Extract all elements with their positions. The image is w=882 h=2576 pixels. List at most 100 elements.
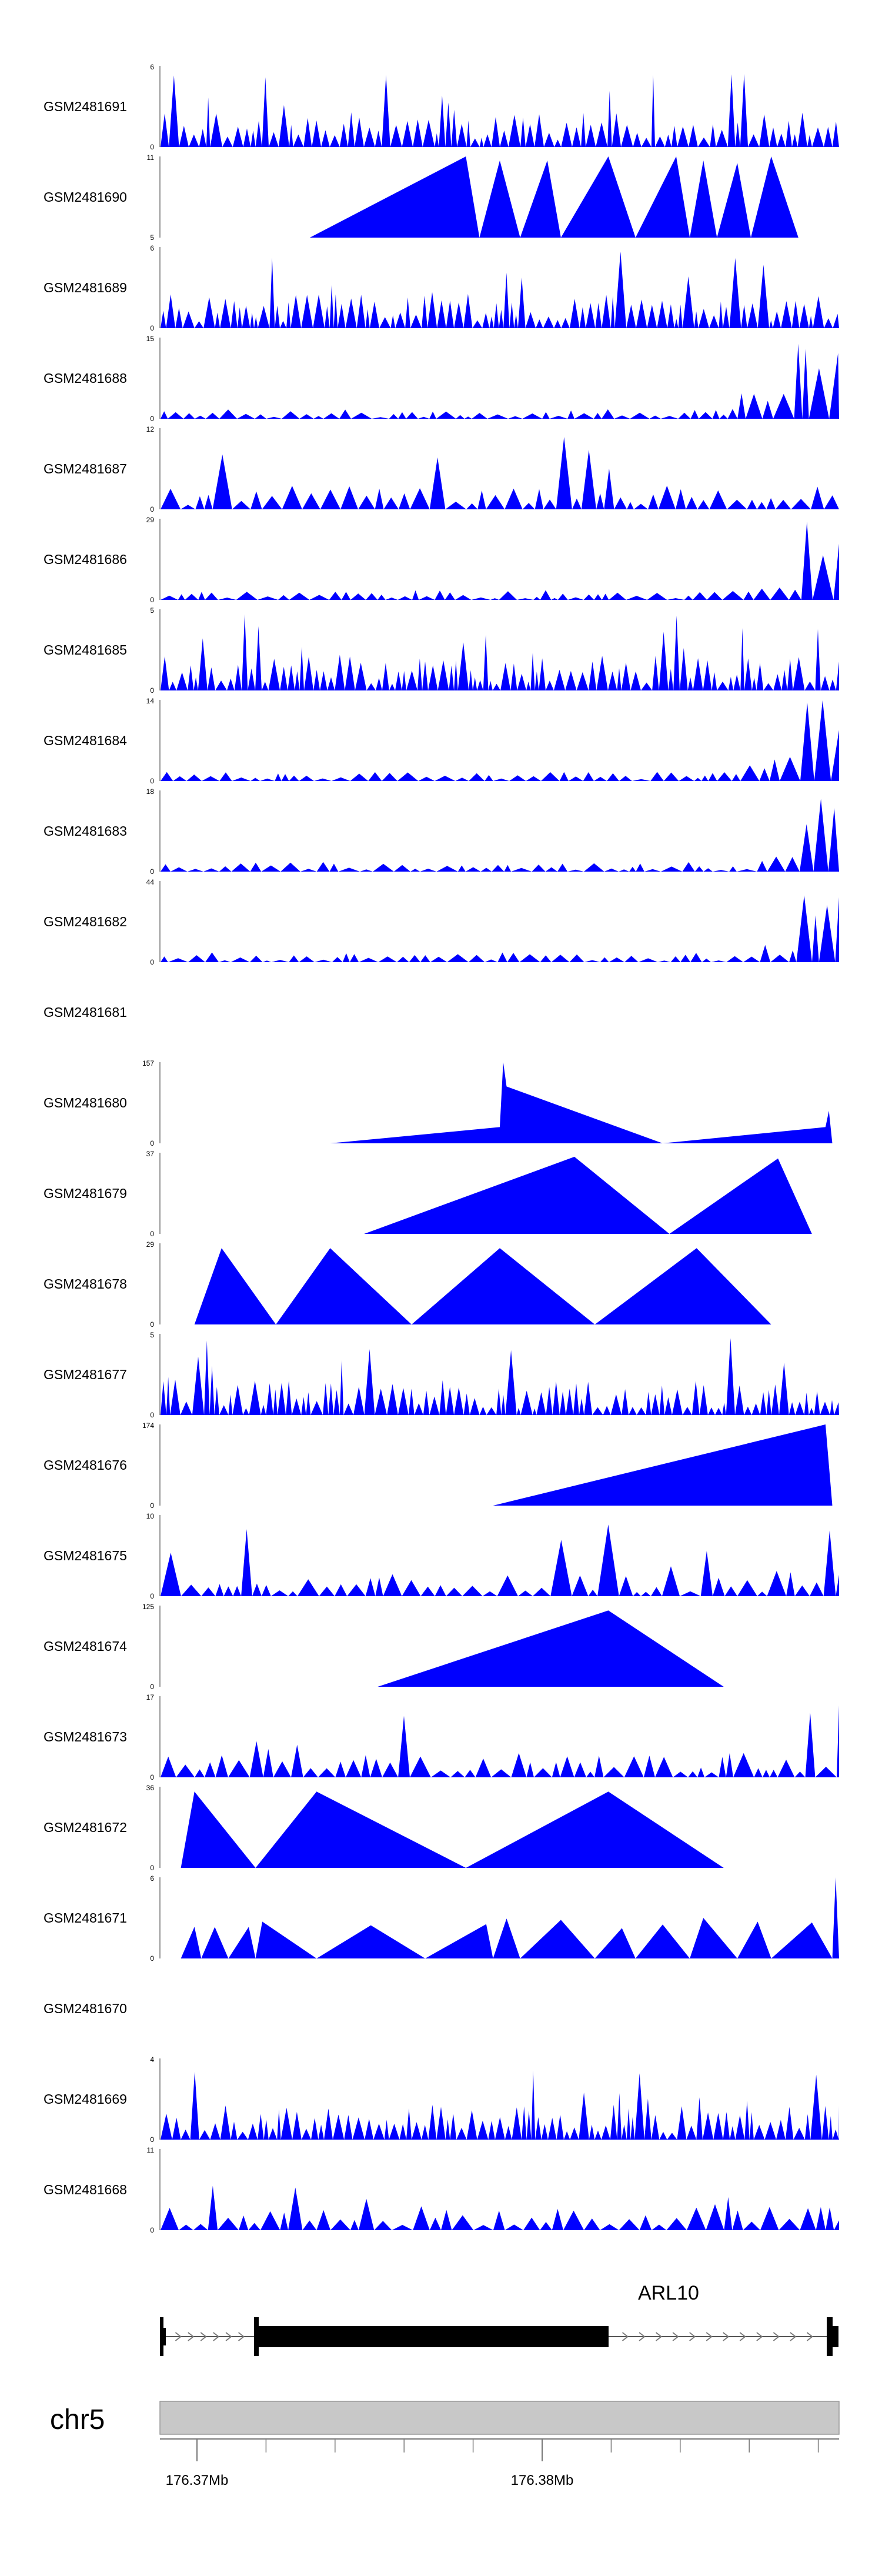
track-label: GSM2481678 [44, 1276, 127, 1292]
track-GSM2481674: GSM2481674 125 0 [44, 1603, 724, 1691]
track-ymin-label: 0 [150, 415, 154, 423]
track-ymax-label: 18 [146, 788, 155, 796]
track-GSM2481684: GSM2481684 14 0 [44, 697, 839, 785]
track-ymax-label: 10 [146, 1512, 155, 1520]
track-GSM2481668: GSM2481668 11 0 [44, 2146, 839, 2234]
track-label: GSM2481681 [44, 1005, 127, 1020]
strand-arrow [806, 2332, 813, 2341]
track-ymin-label: 0 [150, 1230, 154, 1238]
track-ymin-label: 0 [150, 2135, 154, 2144]
track-ymin-label: 0 [150, 958, 154, 966]
track-ymax-label: 125 [142, 1603, 154, 1611]
track-GSM2481689: GSM2481689 6 0 [44, 244, 839, 332]
track-ymin-label: 0 [150, 1683, 154, 1691]
genomic-axis: 176.37Mb 176.38Mb [160, 2438, 839, 2488]
coverage-area [377, 1610, 724, 1687]
track-ymax-label: 6 [150, 63, 154, 71]
track-ymin-label: 0 [150, 686, 154, 695]
coverage-area [161, 895, 839, 962]
exon-4 [827, 2317, 833, 2356]
track-ymax-label: 29 [146, 516, 155, 524]
strand-arrow [639, 2332, 646, 2341]
chromosome-ideogram: chr5 [50, 2401, 840, 2435]
strand-arrow [790, 2332, 797, 2341]
coverage-area [330, 1062, 833, 1143]
track-ymin-label: 0 [150, 1864, 154, 1872]
track-GSM2481678: GSM2481678 29 0 [44, 1240, 771, 1329]
track-ymax-label: 11 [147, 154, 155, 162]
track-ymin-label: 0 [150, 1139, 154, 1147]
coverage-area [161, 1338, 839, 1415]
coverage-area [181, 1791, 724, 1868]
track-label: GSM2481691 [44, 99, 127, 114]
strand-arrow [622, 2332, 629, 2341]
coverage-area [161, 614, 839, 690]
track-label: GSM2481686 [44, 552, 127, 567]
strand-arrow [706, 2332, 713, 2341]
track-ymin-label: 0 [150, 2226, 154, 2234]
track-label: GSM2481668 [44, 2182, 127, 2197]
track-ymax-label: 14 [146, 697, 155, 705]
track-ymin-label: 0 [150, 505, 154, 513]
track-ymax-label: 15 [146, 335, 155, 343]
track-ymin-label: 0 [150, 1773, 154, 1781]
coverage-area [161, 437, 839, 509]
track-label: GSM2481673 [44, 1729, 127, 1744]
coverage-area [161, 2070, 839, 2140]
gene-name: ARL10 [638, 2282, 699, 2304]
coverage-area [161, 521, 839, 600]
gene-track: ARL10 [160, 2282, 838, 2356]
track-ymax-label: 11 [147, 2146, 155, 2154]
coverage-area [161, 799, 839, 872]
track-GSM2481683: GSM2481683 18 0 [44, 788, 839, 876]
track-label: GSM2481675 [44, 1548, 127, 1563]
strand-arrow [756, 2332, 763, 2341]
coverage-area [161, 1524, 839, 1596]
track-ymax-label: 12 [146, 425, 155, 433]
track-ymax-label: 5 [150, 1331, 154, 1339]
exon-1 [160, 2317, 163, 2356]
strand-arrow [225, 2332, 232, 2341]
coverage-area [161, 251, 839, 328]
exon-cds [259, 2326, 609, 2347]
track-ymin-label: 0 [150, 1411, 154, 1419]
track-ymin-label: 0 [150, 777, 154, 785]
track-ymin-label: 0 [150, 1320, 154, 1329]
track-ymax-label: 29 [146, 1240, 155, 1249]
track-ymin-label: 0 [150, 1501, 154, 1510]
coverage-area [309, 156, 799, 238]
track-GSM2481681: GSM2481681 [44, 1005, 127, 1020]
strand-arrow [672, 2332, 679, 2341]
track-label: GSM2481679 [44, 1186, 127, 1201]
track-GSM2481670: GSM2481670 [44, 2001, 127, 2016]
strand-arrow [213, 2332, 220, 2341]
track-label: GSM2481688 [44, 371, 127, 386]
track-label: GSM2481683 [44, 823, 127, 839]
chromosome-band [159, 2401, 840, 2435]
axis-label-1: 176.37Mb [166, 2472, 229, 2488]
track-label: GSM2481684 [44, 733, 127, 748]
strand-arrow [773, 2332, 780, 2341]
strand-arrow [656, 2332, 663, 2341]
strand-arrow [689, 2332, 696, 2341]
axis-ticks [196, 2439, 819, 2452]
track-GSM2481672: GSM2481672 36 0 [44, 1784, 724, 1872]
track-label: GSM2481690 [44, 189, 127, 205]
coverage-area [161, 74, 839, 147]
track-GSM2481682: GSM2481682 44 0 [44, 878, 839, 966]
track-label: GSM2481677 [44, 1367, 127, 1382]
track-label: GSM2481671 [44, 1910, 127, 1926]
track-GSM2481690: GSM2481690 11 5 [44, 154, 799, 242]
track-ymax-label: 44 [146, 878, 155, 886]
track-GSM2481669: GSM2481669 4 0 [44, 2056, 839, 2144]
track-GSM2481675: GSM2481675 10 0 [44, 1512, 839, 1600]
track-ymin-label: 0 [150, 324, 154, 332]
track-label: GSM2481670 [44, 2001, 127, 2016]
track-ymax-label: 4 [150, 2056, 154, 2064]
strand-arrow [175, 2332, 182, 2341]
coverage-area [364, 1156, 812, 1234]
track-label: GSM2481685 [44, 642, 127, 658]
track-ymax-label: 157 [142, 1059, 154, 1067]
